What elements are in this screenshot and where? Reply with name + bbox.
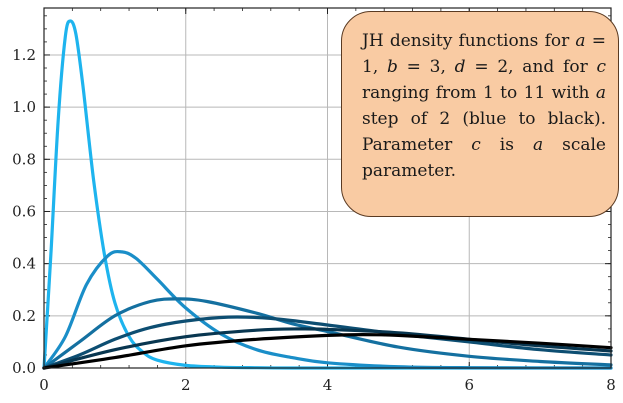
- annotation-parameter: c: [471, 135, 481, 155]
- y-tick-label: 0.2: [12, 307, 36, 325]
- y-tick-label: 0.8: [12, 150, 36, 168]
- density-curve-6: [42, 333, 613, 370]
- x-tick-label: 4: [323, 376, 333, 394]
- density-curve-3: [42, 297, 613, 370]
- annotation-parameter: a: [595, 83, 606, 103]
- density-curve-4: [42, 315, 613, 370]
- density-curve-2: [42, 249, 613, 370]
- annotation-parameter: c: [596, 57, 606, 77]
- y-tick-label: 0.6: [12, 202, 36, 220]
- annotation-parameter: b: [387, 57, 398, 77]
- y-tick-label: 0.0: [12, 359, 36, 377]
- y-tick-label: 1.0: [12, 98, 36, 116]
- annotation-parameter: d: [454, 57, 466, 77]
- x-tick-label: 8: [606, 376, 616, 394]
- x-tick-label: 0: [39, 376, 49, 394]
- y-tick-label: 0.4: [12, 255, 36, 273]
- y-tick-label: 1.2: [12, 46, 36, 64]
- x-tick-label: 2: [181, 376, 191, 394]
- tick-labels: 0 2 4 6 8 0.0 0.2 0.4 0.6 0.8 1.0 1.2: [12, 46, 616, 394]
- x-tick-label: 6: [464, 376, 474, 394]
- annotation-box: JH density functions for a = 1, b = 3, d…: [341, 11, 619, 217]
- annotation-text: JH density functions for a = 1, b = 3, d…: [362, 31, 606, 181]
- annotation-parameter: a: [575, 31, 586, 51]
- annotation-parameter: a: [532, 135, 544, 155]
